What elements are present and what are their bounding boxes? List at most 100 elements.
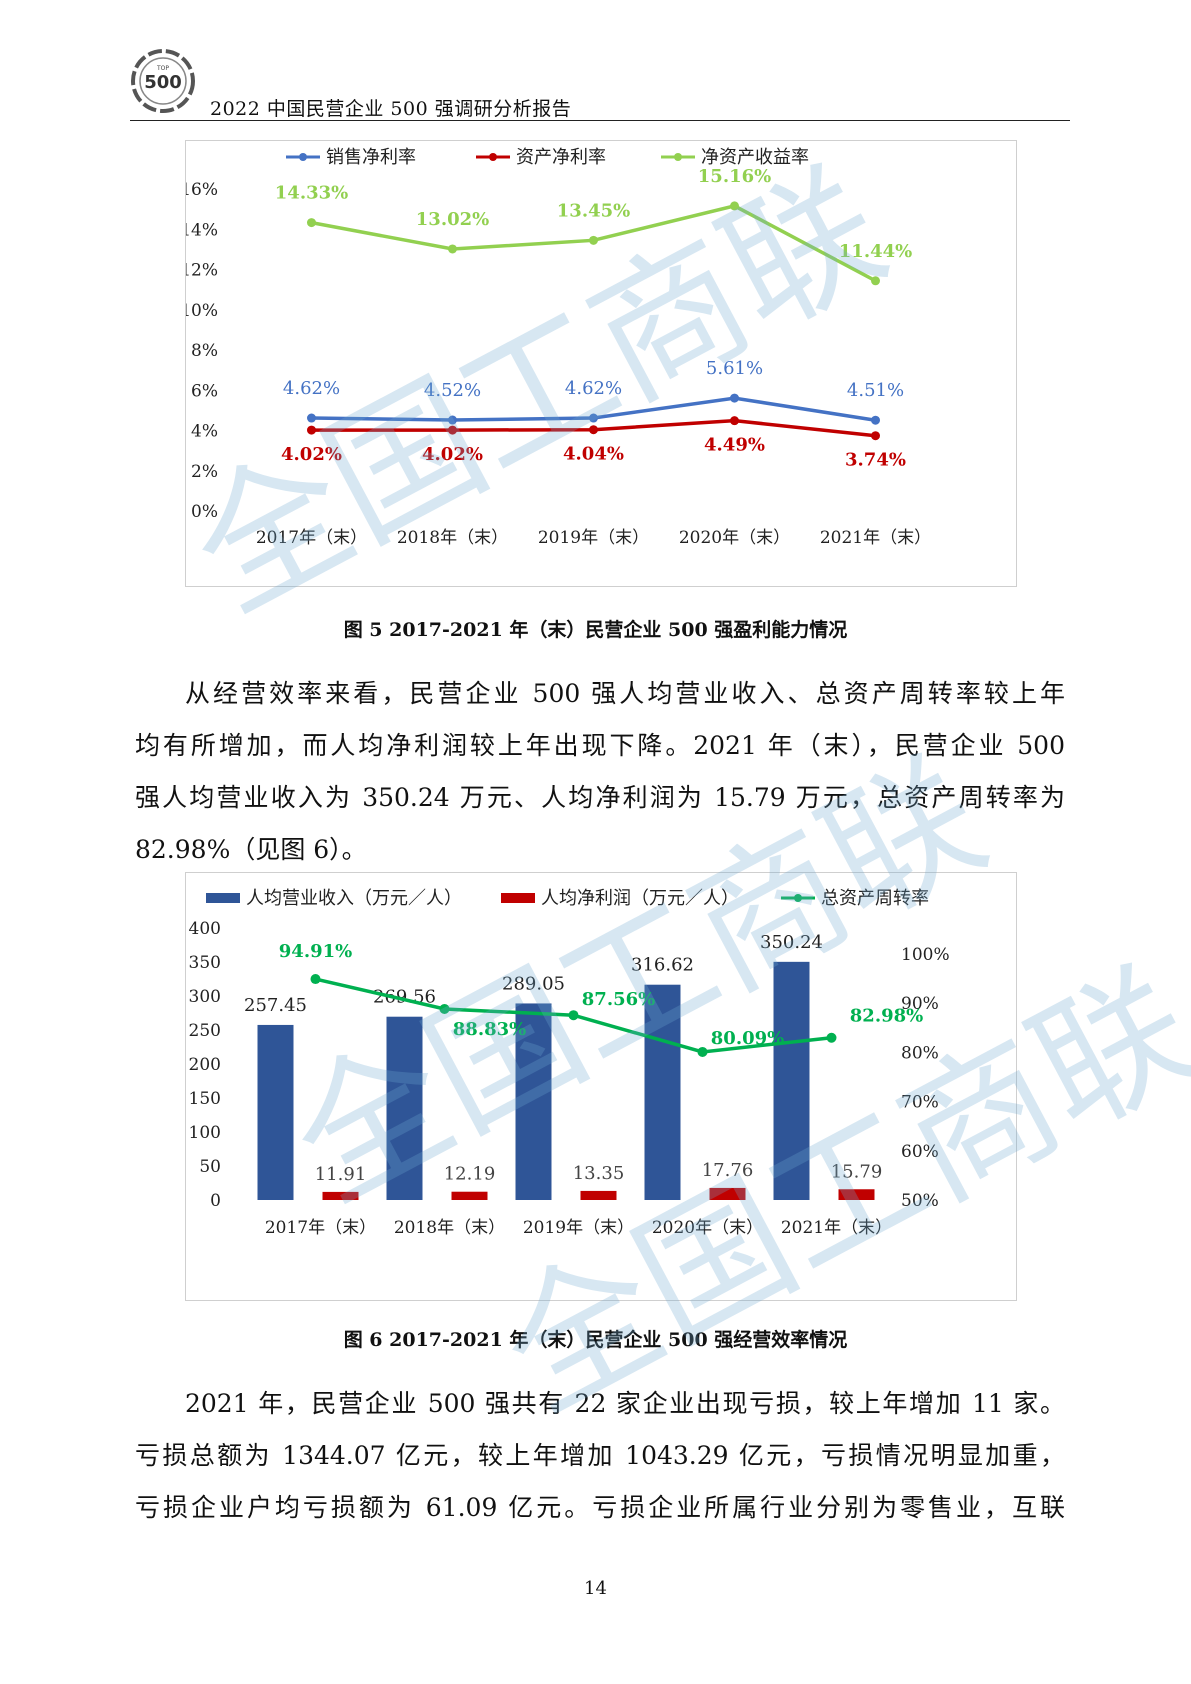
- data-point: [871, 276, 880, 286]
- x-tick-label: 2019年（末）: [538, 528, 649, 548]
- header-rule: [130, 120, 1070, 121]
- y-tick-label: 2%: [191, 462, 218, 482]
- bar-profit: [451, 1191, 488, 1200]
- figure6-chart: 0 50 100 150 200 250 300 350 400 50% 60% 70% 80% 90% 1…: [185, 872, 1017, 1301]
- svg-text:TOP: TOP: [156, 65, 169, 72]
- y-tick-label: 10%: [186, 301, 218, 321]
- bar-profit: [709, 1187, 746, 1200]
- bar-revenue: [257, 1024, 294, 1200]
- figure5-caption: 图 5 2017-2021 年（末）民营企业 500 强盈利能力情况: [343, 619, 848, 641]
- x-tick-label: 2019年（末）: [523, 1218, 634, 1238]
- x-tick-label: 2021年（末）: [781, 1218, 892, 1238]
- paragraph-1: 从经营效率来看，民营企业 500 强人均营业收入、总资产周转率较上年 均有所增加…: [135, 668, 1065, 876]
- data-label: 94.91%: [279, 941, 352, 962]
- data-label: 4.62%: [565, 378, 622, 399]
- legend-marker: [794, 894, 802, 902]
- legend-label: 资产净利率: [516, 147, 606, 168]
- data-point: [730, 416, 739, 426]
- x-tick-label: 2017年（末）: [265, 1218, 376, 1238]
- data-point: [310, 974, 321, 985]
- x-tick-label: 2018年（末）: [394, 1218, 505, 1238]
- data-label: 87.56%: [582, 989, 655, 1010]
- y-tick-label: 350: [189, 953, 221, 973]
- data-label: 82.98%: [850, 1006, 923, 1027]
- bar-label: 17.76: [702, 1160, 754, 1181]
- data-label: 4.52%: [424, 380, 481, 401]
- data-label: 4.49%: [704, 435, 765, 456]
- legend-swatch: [206, 893, 240, 903]
- data-label: 14.33%: [275, 183, 348, 204]
- data-point: [307, 218, 316, 228]
- legend-label: 销售净利率: [326, 147, 416, 168]
- bar-revenue: [386, 1016, 423, 1200]
- figure5-chart: 0% 2% 4% 6% 8% 10% 12% 14% 16% 2017年（末） 2018年（末） 20…: [185, 140, 1017, 587]
- legend-label: 总资产周转率: [821, 888, 929, 909]
- bar-profit: [322, 1191, 359, 1200]
- paragraph-line: 2021 年，民营企业 500 强共有 22 家企业出现亏损，较上年增加 11 …: [185, 1389, 1065, 1418]
- paragraph-line: 82.98%（见图 6）。: [135, 835, 367, 864]
- bar-label: 257.45: [244, 995, 307, 1016]
- data-point: [589, 235, 598, 245]
- data-label: 11.44%: [839, 241, 912, 262]
- figure6-svg: 0 50 100 150 200 250 300 350 400 50% 60% 70% 80% 90% 1…: [189, 888, 950, 1238]
- y2-tick-label: 80%: [901, 1043, 939, 1063]
- legend-marker: [489, 153, 497, 161]
- y-tick-label: 12%: [186, 261, 218, 281]
- data-label: 5.61%: [706, 358, 763, 379]
- data-label: 80.09%: [711, 1028, 784, 1049]
- paragraph-line: 从经营效率来看，民营企业 500 强人均营业收入、总资产周转率较上年: [185, 679, 1065, 708]
- y-tick-label: 6%: [191, 381, 218, 401]
- bar-label: 15.79: [831, 1161, 883, 1182]
- y2-tick-label: 70%: [901, 1093, 939, 1113]
- data-label: 3.74%: [845, 450, 906, 471]
- data-point: [439, 1003, 450, 1014]
- data-point: [568, 1010, 579, 1021]
- paragraph-line: 均有所增加，而人均净利润较上年出现下降。2021 年（末），民营企业 500: [135, 731, 1065, 760]
- x-tick-label: 2021年（末）: [820, 528, 931, 548]
- y-tick-label: 150: [189, 1089, 221, 1109]
- bar-label: 12.19: [444, 1164, 496, 1185]
- y-tick-label: 100: [189, 1123, 221, 1143]
- y2-tick-label: 90%: [901, 994, 939, 1014]
- y2-tick-label: 100%: [901, 945, 950, 965]
- data-label: 13.02%: [416, 209, 489, 230]
- x-tick-label: 2020年（末）: [679, 528, 790, 548]
- data-point: [448, 425, 457, 435]
- bar-revenue: [644, 984, 681, 1200]
- bar-revenue: [773, 961, 810, 1200]
- paragraph-line: 强人均营业收入为 350.24 万元、人均净利润为 15.79 万元，总资产周转…: [135, 783, 1065, 812]
- legend-marker: [674, 153, 682, 161]
- data-label: 4.04%: [563, 444, 624, 465]
- legend-swatch: [501, 893, 535, 903]
- data-point: [307, 425, 316, 435]
- bar-label: 11.91: [315, 1164, 367, 1185]
- data-label: 4.02%: [281, 444, 342, 465]
- data-label: 4.02%: [422, 444, 483, 465]
- data-point: [730, 393, 739, 403]
- data-label: 88.83%: [453, 1019, 526, 1040]
- data-label: 13.45%: [557, 200, 630, 221]
- figure5-svg: 0% 2% 4% 6% 8% 10% 12% 14% 16% 2017年（末） 2018年（末） 20…: [186, 147, 931, 548]
- x-tick-label: 2020年（末）: [652, 1218, 763, 1238]
- y-tick-label: 200: [189, 1055, 221, 1075]
- x-tick-label: 2017年（末）: [256, 528, 367, 548]
- bar-label: 289.05: [502, 973, 565, 994]
- data-point: [589, 425, 598, 435]
- y-tick-label: 14%: [186, 220, 218, 240]
- data-point: [730, 201, 739, 211]
- y-tick-label: 400: [189, 919, 221, 939]
- y-tick-label: 4%: [191, 422, 218, 442]
- figure6-caption: 图 6 2017-2021 年（末）民营企业 500 强经营效率情况: [343, 1329, 848, 1351]
- x-tick-label: 2018年（末）: [397, 528, 508, 548]
- bar-label: 316.62: [631, 955, 694, 976]
- bar-profit: [580, 1190, 617, 1200]
- bar-revenue: [515, 1003, 552, 1200]
- y-tick-label: 8%: [191, 341, 218, 361]
- bar-label: 13.35: [573, 1163, 625, 1184]
- y-tick-label: 0: [210, 1191, 221, 1211]
- data-point: [697, 1046, 708, 1057]
- paragraph-line: 亏损总额为 1344.07 亿元，较上年增加 1043.29 亿元，亏损情况明显…: [135, 1441, 1065, 1470]
- paragraph-line: 亏损企业户均亏损额为 61.09 亿元。亏损企业所属行业分别为零售业，互联: [135, 1493, 1065, 1522]
- y-tick-label: 50: [199, 1157, 221, 1177]
- svg-text:500: 500: [144, 72, 182, 93]
